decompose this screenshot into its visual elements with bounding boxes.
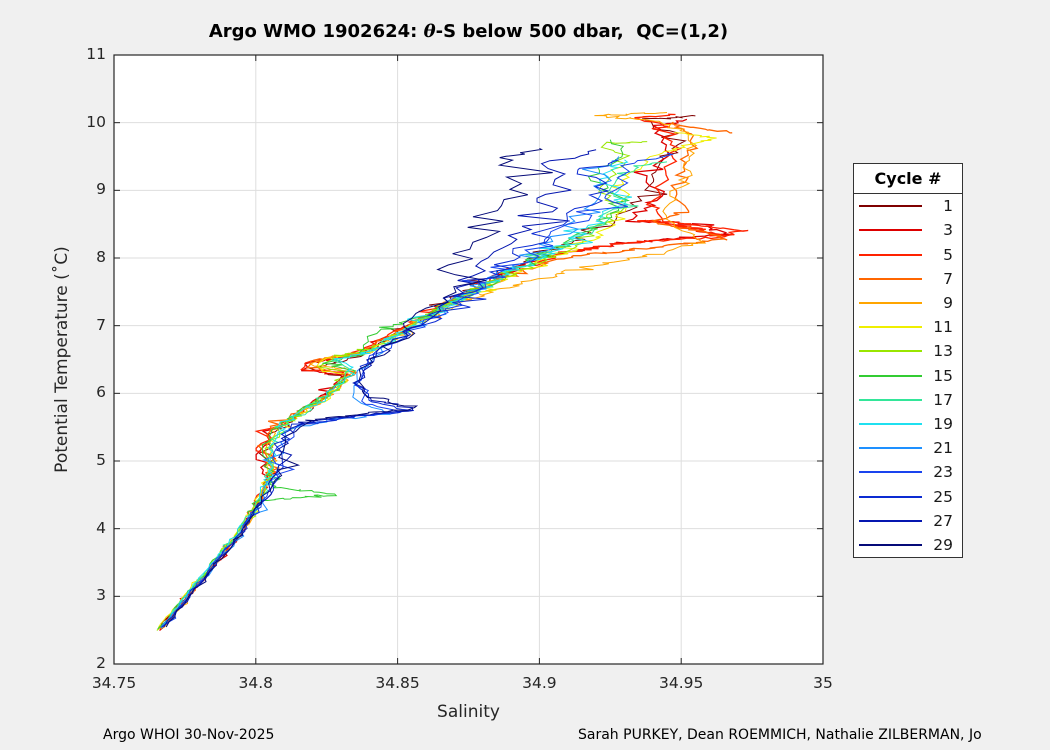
x-axis-label: Salinity (437, 702, 500, 722)
legend-item: 23 (854, 460, 962, 484)
y-tick-label: 5 (96, 451, 106, 469)
plot-background (114, 55, 823, 664)
legend-item: 15 (854, 363, 962, 387)
legend-item-label: 21 (933, 439, 953, 458)
footer-credit-right: Sarah PURKEY, Dean ROEMMICH, Nathalie ZI… (578, 727, 982, 743)
legend-item-label: 29 (933, 535, 953, 554)
legend-item-label: 1 (943, 197, 953, 216)
legend-swatch (859, 422, 922, 425)
legend-item: 25 (854, 484, 962, 508)
legend: Cycle # 1 3 5 7 9 11 13 15 17 19 21 23 25 27 29 (853, 163, 963, 558)
y-tick-label: 11 (86, 45, 106, 63)
series-line-cycle-27 (163, 149, 597, 628)
series-lines (156, 112, 749, 631)
footer-credit-left: Argo WHOI 30-Nov-2025 (103, 727, 275, 743)
legend-item-label: 17 (933, 390, 953, 409)
legend-swatch (859, 519, 922, 522)
legend-item: 11 (854, 315, 962, 339)
x-tick-label: 34.8 (238, 674, 274, 692)
legend-item: 3 (854, 218, 962, 242)
y-tick-label: 7 (96, 315, 106, 334)
x-tick-label: 34.9 (522, 674, 557, 692)
legend-swatch (859, 229, 922, 232)
legend-swatch (859, 543, 922, 546)
legend-item-label: 23 (933, 463, 953, 482)
series-line-cycle-29 (165, 147, 553, 628)
x-tick-label: 34.95 (659, 674, 704, 692)
y-tick-label: 6 (96, 383, 106, 402)
axes-box (113, 54, 824, 665)
series-line-cycle-19 (162, 159, 632, 628)
legend-item-label: 5 (943, 245, 953, 264)
y-tick-label: 9 (96, 180, 106, 199)
legend-swatch (859, 277, 922, 280)
legend-swatch (859, 350, 922, 353)
legend-item: 29 (854, 533, 962, 557)
x-tick-label: 35 (813, 674, 833, 692)
legend-rows: 1 3 5 7 9 11 13 15 17 19 21 23 25 27 29 (854, 194, 962, 557)
series-line-cycle-23 (160, 152, 675, 628)
legend-item: 21 (854, 436, 962, 460)
legend-swatch (859, 471, 922, 474)
legend-item-label: 25 (933, 487, 953, 506)
chart-title-prefix: Argo WMO 1902624: (208, 21, 424, 42)
legend-title: Cycle # (854, 164, 962, 194)
legend-item: 13 (854, 339, 962, 363)
legend-swatch (859, 447, 922, 450)
chart-title-rest: -S below 500 dbar, QC=(1,2) (435, 21, 729, 42)
legend-item: 7 (854, 267, 962, 291)
y-tick-label: 2 (96, 654, 106, 672)
legend-swatch (859, 253, 922, 256)
legend-swatch (859, 374, 922, 377)
legend-item: 9 (854, 291, 962, 315)
legend-swatch (859, 301, 922, 304)
series-line-cycle-21 (160, 156, 620, 629)
legend-item-label: 7 (943, 269, 953, 288)
y-tick-label: 4 (96, 518, 106, 537)
legend-item-label: 9 (943, 293, 953, 312)
y-tick-label: 8 (96, 248, 106, 266)
chart-title: Argo WMO 1902624: θ-S below 500 dbar, QC… (114, 21, 823, 42)
legend-item: 5 (854, 242, 962, 266)
legend-swatch (859, 205, 922, 208)
x-tick-label: 34.75 (91, 674, 137, 692)
legend-item: 17 (854, 388, 962, 412)
legend-item-label: 13 (933, 342, 953, 361)
x-tick-label: 34.85 (375, 674, 420, 692)
y-tick-label: 3 (96, 586, 106, 605)
legend-item: 27 (854, 509, 962, 533)
legend-item-label: 11 (933, 318, 953, 337)
legend-item-label: 19 (933, 414, 953, 433)
legend-item-label: 27 (933, 511, 953, 530)
series-line-cycle-25 (162, 159, 619, 628)
legend-item-label: 3 (943, 221, 953, 240)
legend-swatch (859, 495, 922, 498)
legend-item-label: 15 (933, 366, 953, 385)
legend-item: 19 (854, 412, 962, 436)
y-axis-label: Potential Temperature (˚C) (52, 246, 72, 473)
legend-swatch (859, 398, 922, 401)
chart-title-theta: θ (423, 21, 436, 42)
legend-item: 1 (854, 194, 962, 218)
legend-swatch (859, 326, 922, 329)
y-tick-label: 10 (86, 112, 106, 131)
